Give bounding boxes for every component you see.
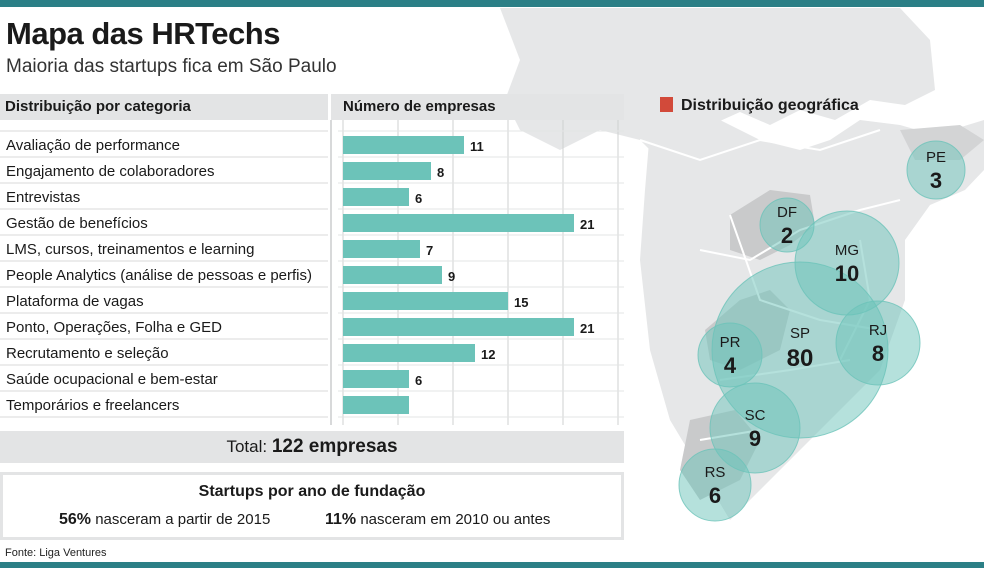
bar [343, 370, 409, 388]
state-code: RJ [869, 322, 887, 339]
value-label: 12 [481, 347, 495, 362]
value-label: 7 [426, 243, 433, 258]
bar [343, 318, 574, 336]
state-code: RS [705, 464, 726, 481]
legend-label: Distribuição geográfica [681, 97, 859, 114]
bar [343, 188, 409, 206]
state-code: PR [720, 334, 741, 351]
page-subtitle: Maioria das startups fica em São Paulo [6, 56, 337, 77]
stat2-text: nasceram em 2010 ou antes [360, 511, 551, 528]
top-rule [0, 0, 984, 7]
value-label: 6 [415, 191, 422, 206]
total-value: 122 empresas [271, 436, 398, 457]
bar [343, 266, 442, 284]
category-label: Temporários e freelancers [6, 397, 179, 414]
category-label: Recrutamento e seleção [6, 345, 169, 362]
bar [343, 292, 508, 310]
state-value: 10 [835, 261, 859, 286]
bar [343, 396, 409, 414]
category-label: LMS, cursos, treinamentos e learning [6, 241, 254, 258]
founding-stat-1: 56% nasceram a partir de 2015 [59, 511, 270, 529]
value-label: 21 [580, 321, 594, 336]
state-code: SC [745, 407, 766, 424]
value-label: 15 [514, 295, 528, 310]
map-land-north [500, 8, 935, 160]
bar [343, 344, 475, 362]
bottom-rule [0, 562, 984, 568]
category-label: Ponto, Operações, Folha e GED [6, 319, 222, 336]
bar [343, 214, 574, 232]
state-value: 80 [787, 345, 814, 372]
bubble-df [759, 197, 815, 253]
founding-title: Startups por ano de fundação [198, 483, 426, 500]
bubble-rj [835, 300, 921, 386]
state-value: 6 [709, 483, 721, 508]
state-value: 8 [872, 341, 884, 366]
state-value: 2 [781, 223, 793, 248]
bubble-pr [697, 322, 763, 388]
category-label: Gestão de benefícios [6, 215, 148, 232]
category-label: People Analytics (análise de pessoas e p… [6, 267, 312, 284]
state-code: DF [777, 204, 797, 221]
state-code: SP [790, 325, 810, 342]
stat2-value: 11% [325, 511, 357, 528]
value-label: 8 [437, 165, 444, 180]
total-box: Total: 122 empresas [0, 431, 624, 463]
value-label: 11 [470, 139, 484, 154]
founding-box: Startups por ano de fundação 56% nascera… [0, 472, 624, 540]
page-title: Mapa das HRTechs [6, 16, 280, 51]
category-label: Plataforma de vagas [6, 293, 144, 310]
state-code: PE [926, 149, 946, 166]
category-label: Saúde ocupacional e bem-estar [6, 371, 218, 388]
state-value: 4 [724, 353, 737, 378]
founding-stat-2: 11% nasceram em 2010 ou antes [325, 511, 550, 529]
value-label: 9 [448, 269, 455, 284]
category-label: Engajamento de colaboradores [6, 163, 214, 180]
stat1-value: 56% [59, 511, 92, 528]
source-note: Fonte: Liga Ventures [5, 547, 107, 559]
category-label: Avaliação de performance [6, 137, 180, 154]
bubble-pe [906, 140, 966, 200]
map-bubbles: PE 3 DF 2 MG 10 SP 80 RJ 8 PR 4 SC 9 RS 6 [678, 140, 966, 522]
bubble-rs [678, 448, 752, 522]
bar [343, 162, 431, 180]
state-value: 9 [749, 426, 761, 451]
bar [343, 136, 464, 154]
bubble-sc [709, 382, 801, 474]
state-value: 3 [930, 168, 942, 193]
category-label: Entrevistas [6, 189, 80, 206]
legend-swatch [660, 97, 673, 112]
value-label: 6 [415, 373, 422, 388]
count-column-header: Número de empresas [331, 94, 624, 120]
map-legend: Distribuição geográfica [660, 97, 859, 115]
value-label: 21 [580, 217, 594, 232]
state-code: MG [835, 242, 859, 259]
bar [343, 240, 420, 258]
stat1-text: nasceram a partir de 2015 [95, 511, 271, 528]
total-label: Total: [226, 437, 268, 456]
category-column-header: Distribuição por categoria [0, 94, 328, 120]
bar-chart: Avaliação de performance 11 Engajamento de… [0, 120, 624, 425]
